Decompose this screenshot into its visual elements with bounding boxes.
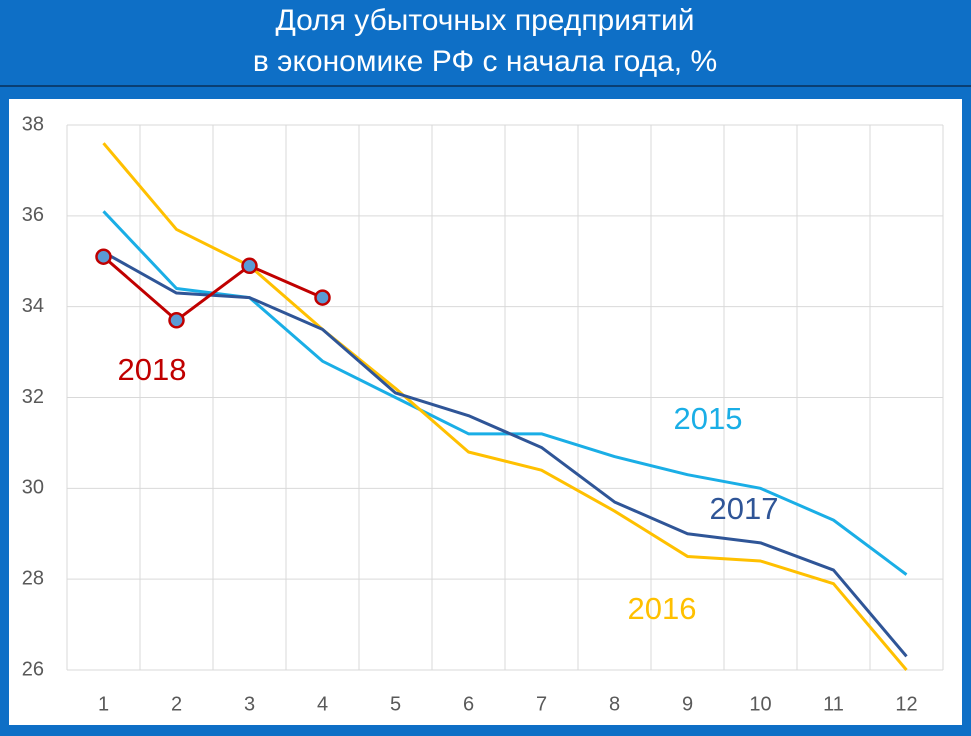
series-marker (95, 248, 112, 265)
x-tick-label: 6 (463, 693, 474, 715)
y-tick-label: 34 (22, 295, 44, 317)
y-tick-label: 36 (22, 204, 44, 226)
x-tick-label: 7 (536, 693, 547, 715)
x-tick-label: 12 (895, 693, 917, 715)
series-marker (314, 289, 331, 306)
x-tick-label: 3 (244, 693, 255, 715)
x-tick-label: 1 (98, 693, 109, 715)
x-tick-label: 9 (682, 693, 693, 715)
x-tick-label: 10 (749, 693, 771, 715)
x-tick-label: 11 (823, 693, 844, 715)
plot-background (9, 99, 962, 725)
series-line (102, 255, 324, 322)
series-marker (168, 312, 185, 329)
series-label: 2015 (674, 401, 743, 436)
x-tick-label: 4 (317, 693, 328, 715)
y-tick-label: 32 (22, 386, 44, 408)
y-tick-label: 28 (22, 567, 44, 589)
y-tick-label: 38 (22, 113, 44, 135)
y-tick-label: 26 (22, 658, 44, 680)
series-label: 2017 (710, 491, 779, 526)
chart-title: в экономике РФ с начала года, % (253, 45, 717, 78)
series-label: 2016 (628, 591, 697, 626)
series-label: 2018 (118, 352, 187, 387)
x-tick-label: 2 (171, 693, 182, 715)
x-tick-label: 5 (390, 693, 401, 715)
series-marker (241, 257, 258, 275)
x-tick-label: 8 (609, 693, 620, 715)
series-line (102, 142, 908, 671)
series-line (102, 250, 908, 658)
chart-title: Доля убыточных предприятий (275, 4, 694, 37)
y-tick-label: 30 (22, 477, 44, 499)
